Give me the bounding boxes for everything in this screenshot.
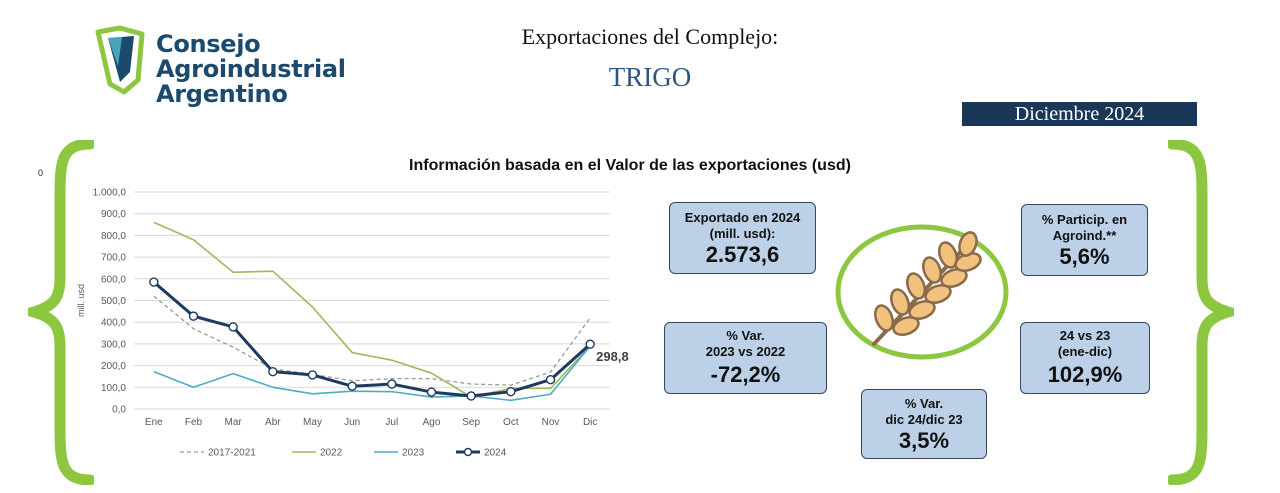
- logo-line-2: Agroindustrial: [156, 55, 346, 83]
- stat-exported-label-1: Exportado en 2024: [684, 210, 801, 225]
- stat-exported-value: 2.573,6: [705, 242, 780, 267]
- stat-particip: % Particip. en Agroind.** 5,6%: [1021, 204, 1148, 276]
- x-tick-label: Ago: [423, 417, 441, 428]
- right-brace-icon: [1168, 140, 1234, 485]
- logo-text: Consejo Agroindustrial Argentino: [156, 32, 346, 107]
- stat-var-24-23-value: 102,9%: [1047, 362, 1123, 387]
- data-point-2024: [545, 375, 556, 385]
- stat-var-dic: % Var. dic 24/dic 23 3,5%: [861, 389, 987, 459]
- stat-var-dic-value: 3,5%: [898, 428, 950, 453]
- data-point-2024: [228, 322, 238, 332]
- series-line-2017-2021: [153, 295, 591, 386]
- x-tick-label: Ene: [145, 417, 163, 428]
- x-tick-label: Jul: [385, 417, 398, 428]
- stat-var-2023-label-1: % Var.: [726, 328, 765, 343]
- y-tick-label: 500,0: [101, 296, 126, 307]
- data-label: 298,8: [596, 349, 629, 364]
- data-point-2024: [506, 386, 516, 397]
- stat-particip-value: 5,6%: [1059, 244, 1110, 269]
- data-point-2024: [387, 379, 397, 389]
- y-tick-label: 700,0: [101, 253, 126, 264]
- zero-mark: 0: [38, 168, 44, 178]
- y-tick-label: 0,0: [112, 405, 126, 416]
- line-chart: 1.000,0 900,0 800,0 700,0 600,0 500,0 400,0 300…: [76, 188, 629, 459]
- page-title: Exportaciones del Complejo:: [521, 24, 779, 49]
- y-tick-label: 100,0: [101, 383, 126, 394]
- x-tick-label: Sep: [462, 417, 480, 428]
- stat-particip-label-2: Agroind.**: [1052, 228, 1117, 243]
- stat-var-dic-label-1: % Var.: [904, 396, 944, 411]
- x-tick-label: Dic: [583, 417, 597, 428]
- y-tick-label: 600,0: [101, 274, 126, 285]
- y-tick-label: 400,0: [101, 318, 126, 329]
- data-point-2024: [347, 381, 357, 391]
- stat-exported-label-2: (mill. usd):: [709, 226, 776, 241]
- legend-label-2023: 2023: [402, 448, 425, 459]
- series-line-2022: [153, 221, 591, 398]
- x-tick-label: Oct: [503, 417, 519, 428]
- y-tick-label: 1.000,0: [93, 188, 127, 199]
- y-tick-label: 200,0: [101, 361, 126, 372]
- y-axis-label: mill. usd: [76, 284, 86, 317]
- y-tick-label: 300,0: [101, 339, 126, 350]
- stat-var-2023-value: -72,2%: [710, 362, 781, 387]
- data-point-2024: [149, 277, 159, 287]
- x-tick-label: Abr: [265, 417, 281, 428]
- x-tick-label: Jun: [344, 417, 360, 428]
- data-point-2024: [466, 391, 476, 401]
- y-tick-label: 800,0: [101, 231, 126, 242]
- data-point-2024: [426, 387, 437, 397]
- stat-var-24-23-label-2: (ene-dic): [1057, 344, 1113, 359]
- legend-label-2022: 2022: [320, 448, 343, 459]
- legend-label-2024: 2024: [484, 448, 507, 459]
- logo-line-1: Consejo: [156, 30, 261, 58]
- stat-var-dic-label-2: dic 24/dic 23: [885, 412, 963, 427]
- data-point-2024: [268, 366, 278, 377]
- stat-var-2023-label-2: 2023 vs 2022: [705, 344, 786, 359]
- data-point-2024: [188, 311, 199, 321]
- page-subtitle: TRIGO: [608, 62, 692, 92]
- date-badge: Diciembre 2024: [962, 102, 1197, 126]
- left-brace-icon: [28, 140, 94, 485]
- legend-label-2017-2021: 2017-2021: [208, 448, 256, 459]
- x-tick-label: Mar: [225, 417, 243, 428]
- stat-particip-label-1: % Particip. en: [1041, 212, 1128, 227]
- data-point-2024: [585, 339, 595, 349]
- logo-line-3: Argentino: [156, 80, 288, 108]
- y-tick-label: 900,0: [101, 209, 126, 220]
- series-line-2024: [152, 280, 592, 398]
- legend-marker-2024: [463, 447, 473, 457]
- x-tick-label: May: [303, 417, 322, 428]
- series-line-2023: [153, 345, 591, 402]
- stat-var-24-23-label-1: 24 vs 23: [1059, 328, 1111, 343]
- stat-var-24-23: 24 vs 23 (ene-dic) 102,9%: [1020, 322, 1150, 394]
- wheat-icon: [835, 224, 1009, 360]
- x-tick-label: Nov: [542, 417, 560, 428]
- section-title: Información basada en el Valor de las ex…: [409, 157, 851, 174]
- stat-exported: Exportado en 2024 (mill. usd): 2.573,6: [669, 202, 816, 274]
- logo: Consejo Agroindustrial Argentino: [94, 24, 354, 108]
- x-tick-label: Feb: [185, 417, 203, 428]
- data-point-2024: [307, 370, 318, 380]
- logo-mark-icon: [95, 25, 145, 95]
- stat-var-2023: % Var. 2023 vs 2022 -72,2%: [664, 322, 827, 394]
